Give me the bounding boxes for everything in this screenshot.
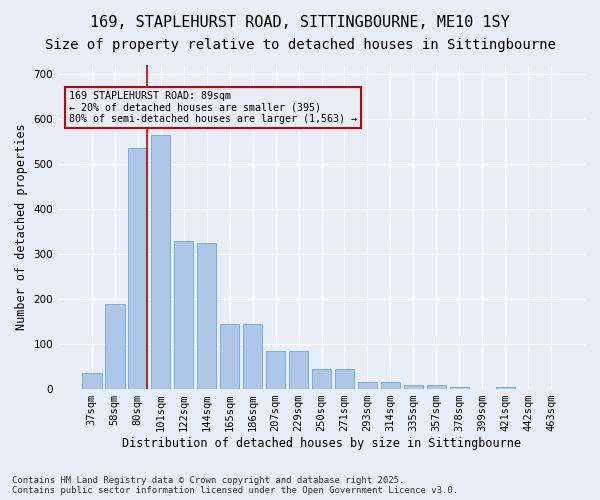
Bar [358, 382, 377, 389]
Bar [220, 324, 239, 389]
Bar [312, 369, 331, 389]
Y-axis label: Number of detached properties: Number of detached properties [15, 124, 28, 330]
Bar [82, 374, 101, 389]
Text: Contains HM Land Registry data © Crown copyright and database right 2025.
Contai: Contains HM Land Registry data © Crown c… [12, 476, 458, 495]
Bar [289, 351, 308, 389]
Bar [128, 148, 148, 389]
Bar [266, 351, 286, 389]
X-axis label: Distribution of detached houses by size in Sittingbourne: Distribution of detached houses by size … [122, 437, 521, 450]
Bar [335, 369, 354, 389]
Text: 169, STAPLEHURST ROAD, SITTINGBOURNE, ME10 1SY: 169, STAPLEHURST ROAD, SITTINGBOURNE, ME… [90, 15, 510, 30]
Bar [380, 382, 400, 389]
Bar [105, 304, 125, 389]
Bar [427, 384, 446, 389]
Bar [243, 324, 262, 389]
Text: Size of property relative to detached houses in Sittingbourne: Size of property relative to detached ho… [44, 38, 556, 52]
Bar [174, 240, 193, 389]
Bar [449, 387, 469, 389]
Bar [404, 384, 423, 389]
Bar [151, 135, 170, 389]
Bar [197, 243, 217, 389]
Bar [496, 387, 515, 389]
Text: 169 STAPLEHURST ROAD: 89sqm
← 20% of detached houses are smaller (395)
80% of se: 169 STAPLEHURST ROAD: 89sqm ← 20% of det… [68, 91, 356, 124]
